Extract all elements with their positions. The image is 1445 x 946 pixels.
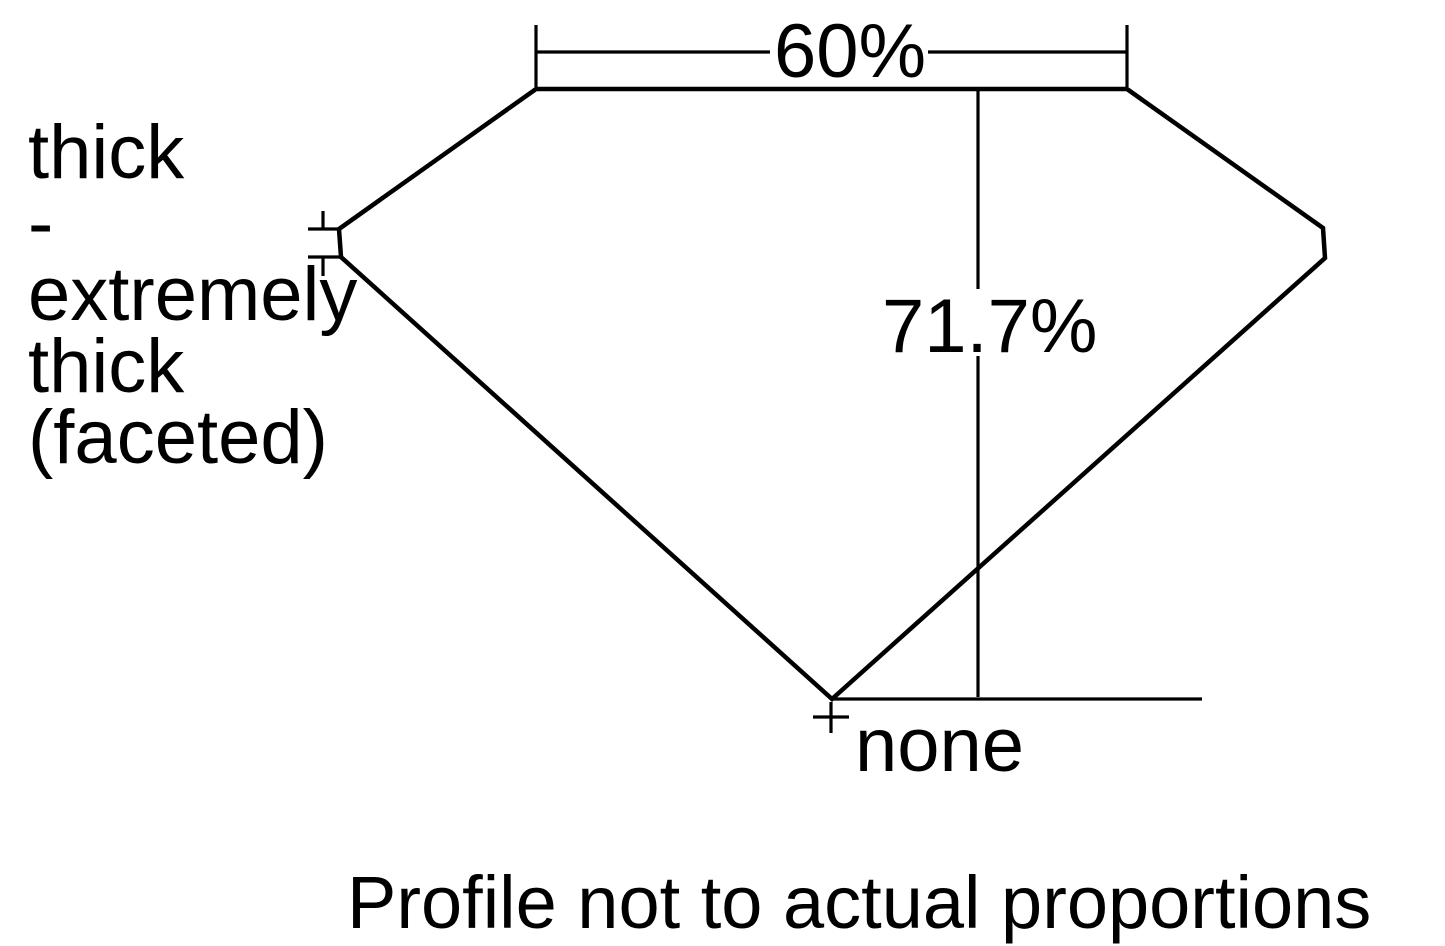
girdle-thickness-label: thick - extremely thick (faceted) [28, 110, 357, 480]
table-width-bracket [534, 25, 1129, 87]
footnote: Profile not to actual proportions [347, 861, 1371, 944]
culet-cross [813, 702, 849, 733]
culet-label: none [855, 703, 1024, 788]
girdle-thickness-label-line1: thick [28, 110, 185, 195]
girdle-thickness-marks [308, 211, 341, 276]
depth-label: 71.7% [882, 284, 1098, 369]
girdle-thickness-label-line4: thick [28, 324, 185, 409]
girdle-thickness-label-line5: (faceted) [28, 395, 328, 480]
diamond-outline [336, 86, 1328, 703]
table-width-label: 60% [774, 9, 926, 94]
girdle-thickness-label-line3: extremely [28, 252, 357, 337]
girdle-thickness-label-line2: - [28, 181, 53, 266]
